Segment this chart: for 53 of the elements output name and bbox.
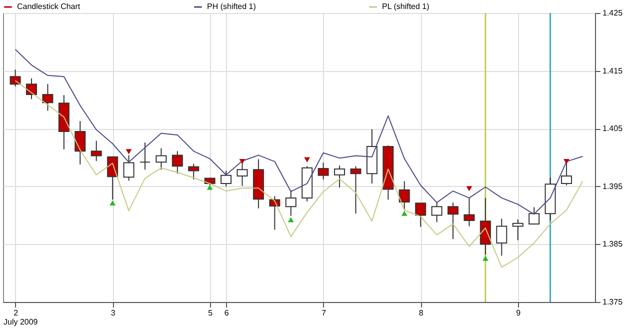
candlestick <box>512 218 524 241</box>
candlestick <box>123 154 134 182</box>
candlestick <box>220 170 232 187</box>
point <box>110 200 116 206</box>
x-tick-label: 6 <box>224 308 230 318</box>
candlestick <box>480 197 491 256</box>
point <box>466 186 472 192</box>
candlestick <box>188 163 200 180</box>
candlestick <box>431 202 442 223</box>
x-axis-title: July 2009 <box>4 318 38 326</box>
point <box>206 184 213 190</box>
candlestick <box>318 162 329 180</box>
candlestick <box>156 148 167 170</box>
point <box>564 158 570 164</box>
point <box>288 217 294 222</box>
candlestick <box>26 78 38 100</box>
y-tick-label: 1.405 <box>602 124 624 134</box>
candlestick <box>415 202 426 228</box>
y-tick-label: 1.375 <box>602 298 624 306</box>
candlestick <box>285 190 296 216</box>
candlestick <box>528 206 540 226</box>
candlestick <box>139 142 150 170</box>
y-tick-label: 1.415 <box>602 66 624 76</box>
point <box>126 149 132 154</box>
y-tick-label: 1.385 <box>602 240 624 249</box>
point <box>239 158 246 164</box>
candlestick <box>334 165 346 188</box>
legend-label: PL (shifted 1) <box>382 2 430 11</box>
x-tick-label: 5 <box>208 308 214 318</box>
x-tick-label: 9 <box>516 308 522 318</box>
candlestick <box>448 202 459 240</box>
x-tick-label: 8 <box>418 308 424 318</box>
candlestick <box>172 150 183 174</box>
candlestick <box>350 166 362 214</box>
point <box>304 157 310 162</box>
candlestick <box>398 180 410 210</box>
point <box>482 256 488 261</box>
legend-label: Candlestick Chart <box>17 2 81 11</box>
x-tick-label: 3 <box>110 308 116 318</box>
candlestick <box>464 197 475 227</box>
candlestick <box>496 218 508 256</box>
y-tick-label: 1.425 <box>602 8 624 18</box>
candlestick <box>90 140 102 162</box>
candlestick <box>10 69 21 87</box>
y-tick-label: 1.395 <box>602 182 624 191</box>
x-tick-label: 7 <box>322 308 327 318</box>
legend-label: PH (shifted 1) <box>207 2 256 11</box>
point <box>401 210 408 216</box>
x-tick-label: 2 <box>14 308 19 318</box>
candlestick <box>42 84 54 112</box>
candlestick <box>74 120 86 165</box>
candlestick <box>107 156 118 200</box>
candlestick <box>269 196 280 230</box>
